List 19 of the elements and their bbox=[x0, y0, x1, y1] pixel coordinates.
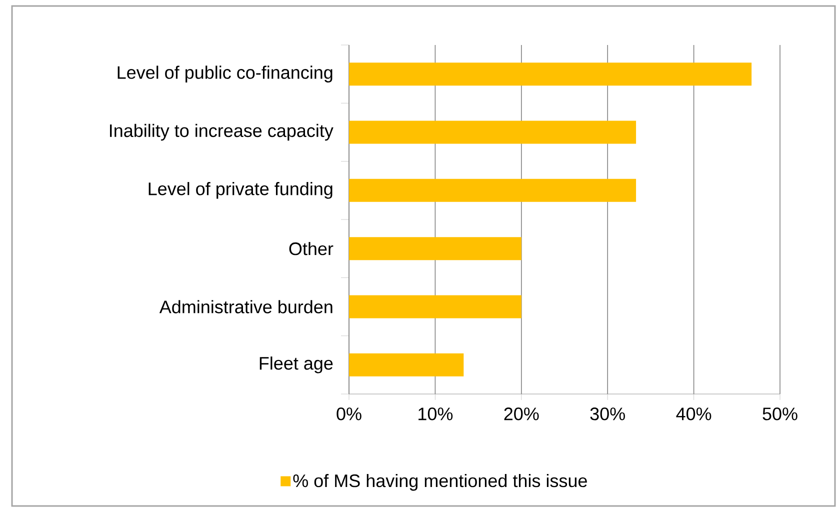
bar bbox=[349, 62, 752, 86]
y-tick-label: Inability to increase capacity bbox=[110, 124, 334, 141]
y-tick-label: Administrative burden bbox=[159, 300, 332, 314]
x-tick-label: 10% bbox=[418, 408, 453, 420]
legend-label: % of MS having mentioned this issue bbox=[293, 474, 587, 491]
bar bbox=[349, 353, 464, 376]
x-tick-label: 20% bbox=[504, 408, 539, 420]
bar bbox=[349, 178, 636, 202]
x-tick-label: 40% bbox=[676, 408, 712, 420]
x-tick-label: 50% bbox=[762, 408, 798, 420]
bar bbox=[349, 120, 636, 144]
y-tick-label: Level of public co-financing bbox=[118, 66, 332, 82]
y-tick-label: Fleet age bbox=[260, 356, 333, 374]
x-tick-label: 30% bbox=[590, 408, 625, 420]
x-tick-label: 0% bbox=[336, 408, 362, 420]
bar bbox=[349, 295, 522, 318]
y-tick-label: Other bbox=[289, 242, 334, 256]
y-tick-label: Level of private funding bbox=[148, 182, 332, 199]
bar bbox=[349, 237, 522, 260]
